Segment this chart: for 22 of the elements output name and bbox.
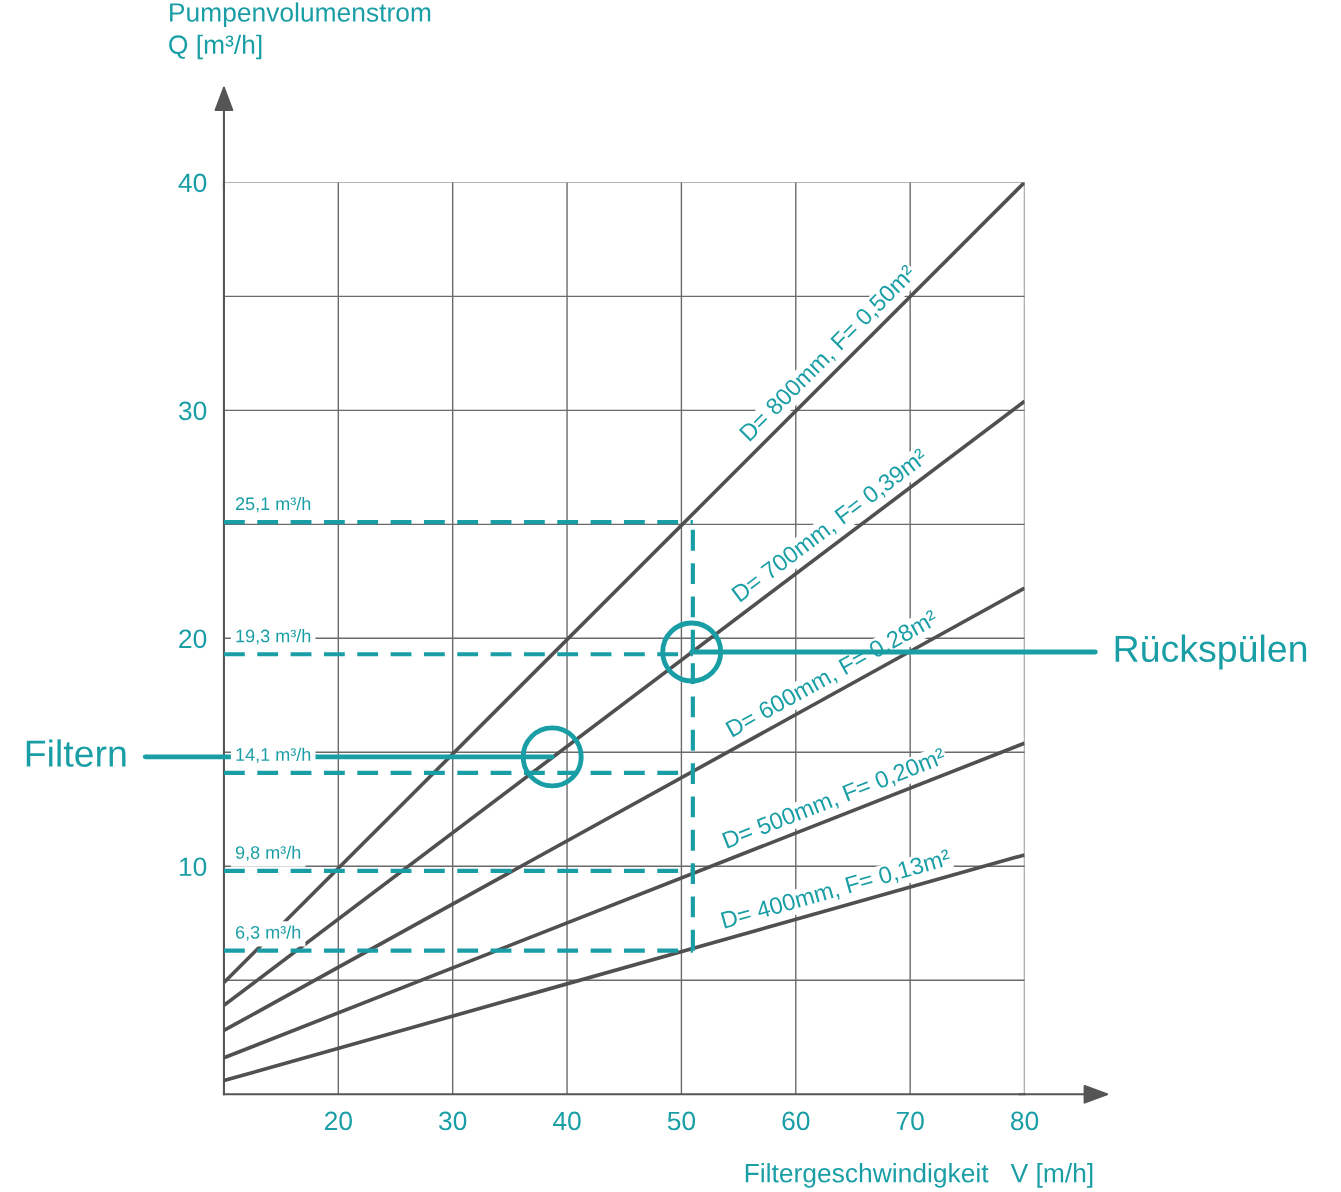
text: D= 500mm, F= 0,20m² — [721, 747, 945, 849]
x-tick-label: 80 — [1011, 1111, 1039, 1131]
x-tick-label: 40 — [552, 1111, 581, 1131]
annotation: Rückspülen — [1115, 634, 1307, 670]
x-tick-label: 70 — [896, 1111, 924, 1131]
data-label: 14,1 m³/h — [236, 747, 311, 764]
y-tick-label: 40 — [178, 173, 207, 193]
data-label: 9,8 m³/h — [235, 845, 301, 862]
x-axis-title: Filtergeschwindigkeit V [m/h] — [745, 1163, 1093, 1188]
data-label: 19,3 m³/h — [236, 629, 311, 645]
annotation: Filtern — [26, 739, 126, 767]
x-tick-label: 60 — [782, 1111, 810, 1131]
y-tick-label: 10 — [179, 857, 207, 877]
x-tick-label: 30 — [439, 1111, 467, 1131]
y-tick-label: 30 — [178, 401, 207, 421]
y-axis-title: Pumpenvolumenstrom Q [m³/h] — [169, 2, 431, 60]
x-tick-label: 50 — [667, 1111, 696, 1131]
data-label: 6,3 m³/h — [235, 925, 301, 941]
x-tick-label: 20 — [324, 1111, 352, 1131]
text: D= 400mm, F= 0,13m² — [720, 848, 953, 932]
y-tick-label: 20 — [179, 629, 207, 649]
data-label: 25,1 m³/h — [235, 496, 311, 513]
